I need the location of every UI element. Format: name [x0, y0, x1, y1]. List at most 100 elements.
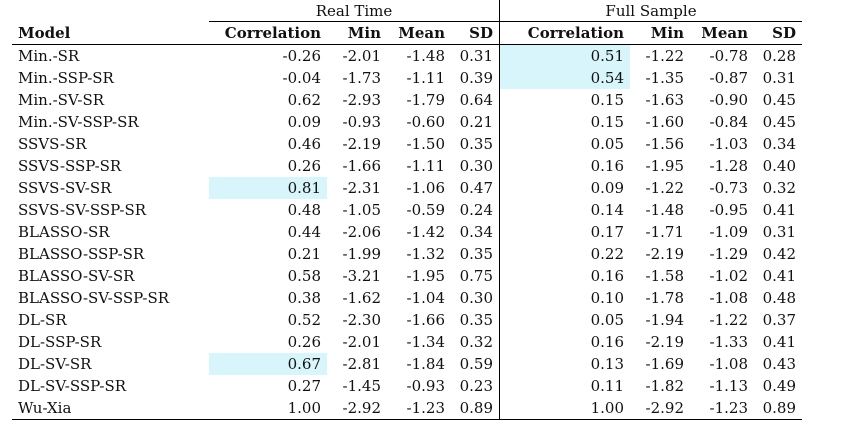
cell-fs-correlation: 0.16: [590, 333, 624, 351]
col-header-rt-mean: Mean: [387, 21, 451, 45]
cell-rt-mean: -1.06: [406, 179, 445, 197]
cell-rt-sd: 0.64: [451, 89, 500, 111]
table-row: DL-SV-SSP-SR 0.27 -1.45 -0.93 0.23 0.11 -1.82 -…: [12, 375, 802, 397]
cell-rt-correlation: 0.21: [287, 245, 321, 263]
cell-fs-sd: 0.43: [762, 355, 796, 373]
cell-rt-min: -2.06: [342, 223, 381, 241]
cell-rt-sd: 0.47: [451, 177, 500, 199]
cell-fs-correlation: 0.10: [590, 289, 624, 307]
cell-rt-sd: 0.89: [451, 397, 500, 420]
cell-model: DL-SSP-SR: [18, 333, 102, 351]
cell-rt-correlation: 0.38: [287, 289, 321, 307]
cell-rt-sd: 0.23: [451, 375, 500, 397]
cell-fs-min: -2.19: [645, 333, 684, 351]
cell-rt-mean: -1.48: [406, 47, 445, 65]
cell-rt-correlation: 0.62: [287, 91, 321, 109]
cell-fs-correlation: 0.16: [590, 157, 624, 175]
col-header-rt-correlation: Correlation: [209, 21, 327, 45]
cell-fs-correlation: 0.05: [590, 135, 624, 153]
cell-rt-mean: -1.32: [406, 245, 445, 263]
cell-rt-mean: -1.50: [406, 135, 445, 153]
cell-fs-mean: -1.09: [709, 223, 748, 241]
cell-model: Wu-Xia: [12, 397, 209, 420]
cell-model: BLASSO-SV-SSP-SR: [18, 289, 170, 307]
cell-fs-min: -1.56: [645, 135, 684, 153]
cell-fs-correlation: 0.14: [590, 201, 624, 219]
cell-rt-correlation: 0.48: [287, 201, 321, 219]
cell-rt-min: -2.93: [342, 91, 381, 109]
cell-model: DL-SV-SSP-SR: [18, 377, 127, 395]
cell-fs-min: -1.78: [645, 289, 684, 307]
cell-rt-sd: 0.21: [451, 111, 500, 133]
cell-rt-correlation: -0.04: [282, 69, 321, 87]
cell-model: SSVS-SSP-SR: [18, 157, 122, 175]
table-row: BLASSO-SR 0.44 -2.06 -1.42 0.34 0.17 -1.71 -1.0…: [12, 221, 802, 243]
cell-fs-sd: 0.40: [762, 157, 796, 175]
cell-model: BLASSO-SV-SR: [18, 267, 135, 285]
table-row: BLASSO-SV-SSP-SR 0.38 -1.62 -1.04 0.30 0.10 -1…: [12, 287, 802, 309]
cell-fs-sd: 0.37: [762, 311, 796, 329]
group-header-row: Real Time Full Sample: [12, 0, 802, 22]
table-row: Min.-SV-SR 0.62 -2.93 -1.79 0.64 0.15 -1.63 -0.…: [12, 89, 802, 111]
col-header-fs-correlation: Correlation: [499, 21, 630, 45]
column-header-row: Model Correlation Min Mean SD Correlatio…: [12, 21, 802, 45]
cell-fs-min: -1.82: [645, 377, 684, 395]
cell-model: Min.-SSP-SR: [18, 69, 114, 87]
cell-rt-mean: -1.04: [406, 289, 445, 307]
cell-fs-mean: -0.87: [709, 69, 748, 87]
cell-rt-correlation: 1.00: [209, 397, 327, 420]
cell-fs-min: -1.94: [645, 311, 684, 329]
cell-rt-mean: -1.11: [406, 69, 445, 87]
table-row: SSVS-SV-SSP-SR 0.48 -1.05 -0.59 0.24 0.14 -1.4…: [12, 199, 802, 221]
cell-fs-min: -1.48: [645, 201, 684, 219]
cell-rt-min: -2.30: [342, 311, 381, 329]
cell-rt-correlation: -0.26: [282, 47, 321, 65]
group-header-empty: [12, 0, 209, 22]
cell-rt-sd: 0.75: [451, 265, 500, 287]
cell-fs-mean: -0.95: [709, 201, 748, 219]
col-header-fs-mean: Mean: [690, 21, 754, 45]
cell-rt-mean: -0.59: [406, 201, 445, 219]
cell-fs-mean: -1.29: [709, 245, 748, 263]
cell-rt-correlation: 0.09: [287, 113, 321, 131]
cell-rt-mean: -1.34: [406, 333, 445, 351]
cell-model: BLASSO-SSP-SR: [18, 245, 145, 263]
cell-fs-sd: 0.31: [762, 223, 796, 241]
cell-rt-sd: 0.31: [451, 44, 500, 67]
cell-fs-mean: -0.84: [709, 113, 748, 131]
cell-fs-sd: 0.49: [762, 377, 796, 395]
cell-rt-min: -1.66: [342, 157, 381, 175]
table-row: Min.-SV-SSP-SR 0.09 -0.93 -0.60 0.21 0.15 -1.6…: [12, 111, 802, 133]
cell-model: Min.-SV-SSP-SR: [18, 113, 139, 131]
table-row: BLASSO-SV-SR 0.58 -3.21 -1.95 0.75 0.16 -1.58 -…: [12, 265, 802, 287]
cell-rt-correlation: 0.52: [287, 311, 321, 329]
cell-fs-mean: -1.02: [709, 267, 748, 285]
cell-fs-correlation: 0.13: [590, 355, 624, 373]
cell-fs-sd: 0.34: [762, 135, 796, 153]
cell-rt-sd: 0.59: [451, 353, 500, 375]
col-header-rt-min: Min: [327, 21, 387, 45]
cell-fs-sd: 0.28: [762, 47, 796, 65]
cell-fs-sd: 0.42: [762, 245, 796, 263]
cell-fs-mean: -1.03: [709, 135, 748, 153]
cell-rt-sd: 0.32: [451, 331, 500, 353]
cell-fs-sd: 0.41: [762, 267, 796, 285]
cell-fs-correlation: 0.16: [590, 267, 624, 285]
cell-rt-min: -1.62: [342, 289, 381, 307]
cell-rt-mean: -1.84: [406, 355, 445, 373]
table-row: SSVS-SV-SR 0.81 -2.31 -1.06 0.47 0.09 -1.22 -0.…: [12, 177, 802, 199]
cell-rt-min: -1.99: [342, 245, 381, 263]
cell-fs-mean: -1.13: [709, 377, 748, 395]
cell-rt-min: -2.01: [342, 333, 381, 351]
table-row: SSVS-SR 0.46 -2.19 -1.50 0.35 0.05 -1.56 -1.03 0…: [12, 133, 802, 155]
table-row: DL-SV-SR 0.67 -2.81 -1.84 0.59 0.13 -1.69 -1.08…: [12, 353, 802, 375]
cell-fs-correlation: 0.22: [590, 245, 624, 263]
cell-rt-correlation: 0.27: [287, 377, 321, 395]
cell-model: SSVS-SV-SR: [18, 179, 112, 197]
cell-fs-mean: -1.22: [709, 311, 748, 329]
cell-fs-sd: 0.45: [762, 113, 796, 131]
cell-fs-sd: 0.89: [754, 397, 802, 420]
cell-rt-correlation: 0.44: [287, 223, 321, 241]
cell-fs-sd: 0.31: [762, 69, 796, 87]
cell-rt-min: -2.01: [342, 47, 381, 65]
